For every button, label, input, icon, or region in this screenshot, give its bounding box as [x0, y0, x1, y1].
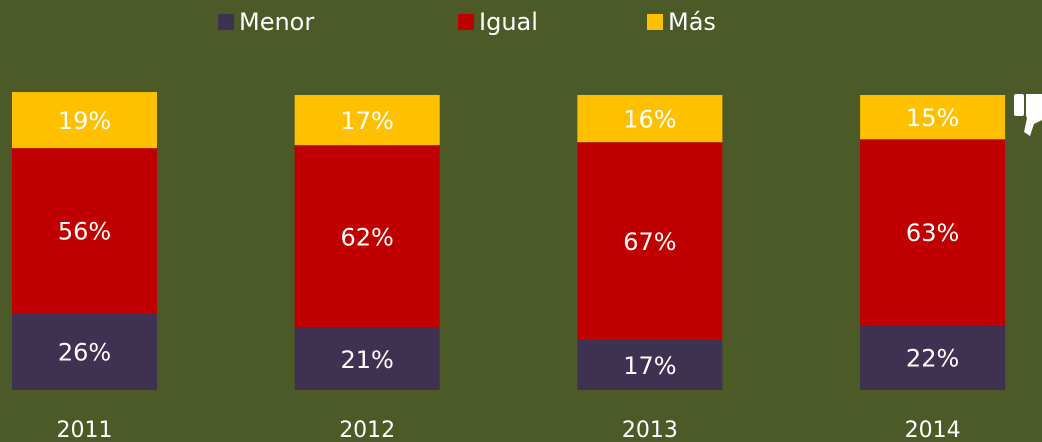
data-label: 17%: [623, 352, 676, 380]
bar-segment: [294, 328, 440, 390]
bar-segment: [294, 95, 440, 146]
thumbs-down-icon: [1014, 94, 1042, 136]
data-label: 16%: [623, 106, 676, 134]
bar-segment: [577, 95, 723, 143]
data-label: 21%: [341, 346, 394, 374]
legend-label: Igual: [479, 8, 538, 36]
data-label: 22%: [906, 345, 959, 373]
legend-label: Más: [668, 8, 716, 36]
bar-segment: [860, 139, 1006, 326]
data-label: 63%: [906, 219, 959, 247]
x-tick-label: 2011: [57, 418, 113, 442]
data-label: 17%: [341, 107, 394, 135]
bar-segment: [860, 325, 1006, 390]
x-tick-label: 2013: [622, 418, 678, 442]
bar-segment: [577, 142, 723, 340]
bar-segment: [860, 95, 1006, 140]
bar-segment: [12, 92, 157, 149]
data-label: 15%: [906, 104, 959, 132]
data-label: 62%: [341, 224, 394, 252]
x-tick-label: 2014: [905, 418, 961, 442]
data-label: 67%: [623, 228, 676, 256]
data-label: 56%: [58, 218, 111, 246]
legend-swatch: [647, 14, 663, 30]
x-tick-label: 2012: [339, 418, 395, 442]
bar-segment: [577, 339, 723, 390]
bar-segment: [294, 145, 440, 329]
bar-segment: [12, 148, 157, 314]
legend-swatch: [458, 14, 474, 30]
data-label: 19%: [58, 107, 111, 135]
legend-swatch: [218, 14, 234, 30]
data-label: 26%: [58, 339, 111, 367]
bar-segment: [12, 313, 157, 390]
legend-label: Menor: [239, 8, 314, 36]
